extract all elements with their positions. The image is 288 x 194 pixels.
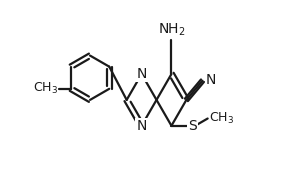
Text: S: S [188,119,197,133]
Text: NH$_2$: NH$_2$ [158,22,185,38]
Text: N: N [137,67,147,81]
Text: CH$_3$: CH$_3$ [33,81,58,96]
Text: CH$_3$: CH$_3$ [209,111,234,126]
Text: N: N [137,119,147,133]
Text: N: N [206,73,216,87]
